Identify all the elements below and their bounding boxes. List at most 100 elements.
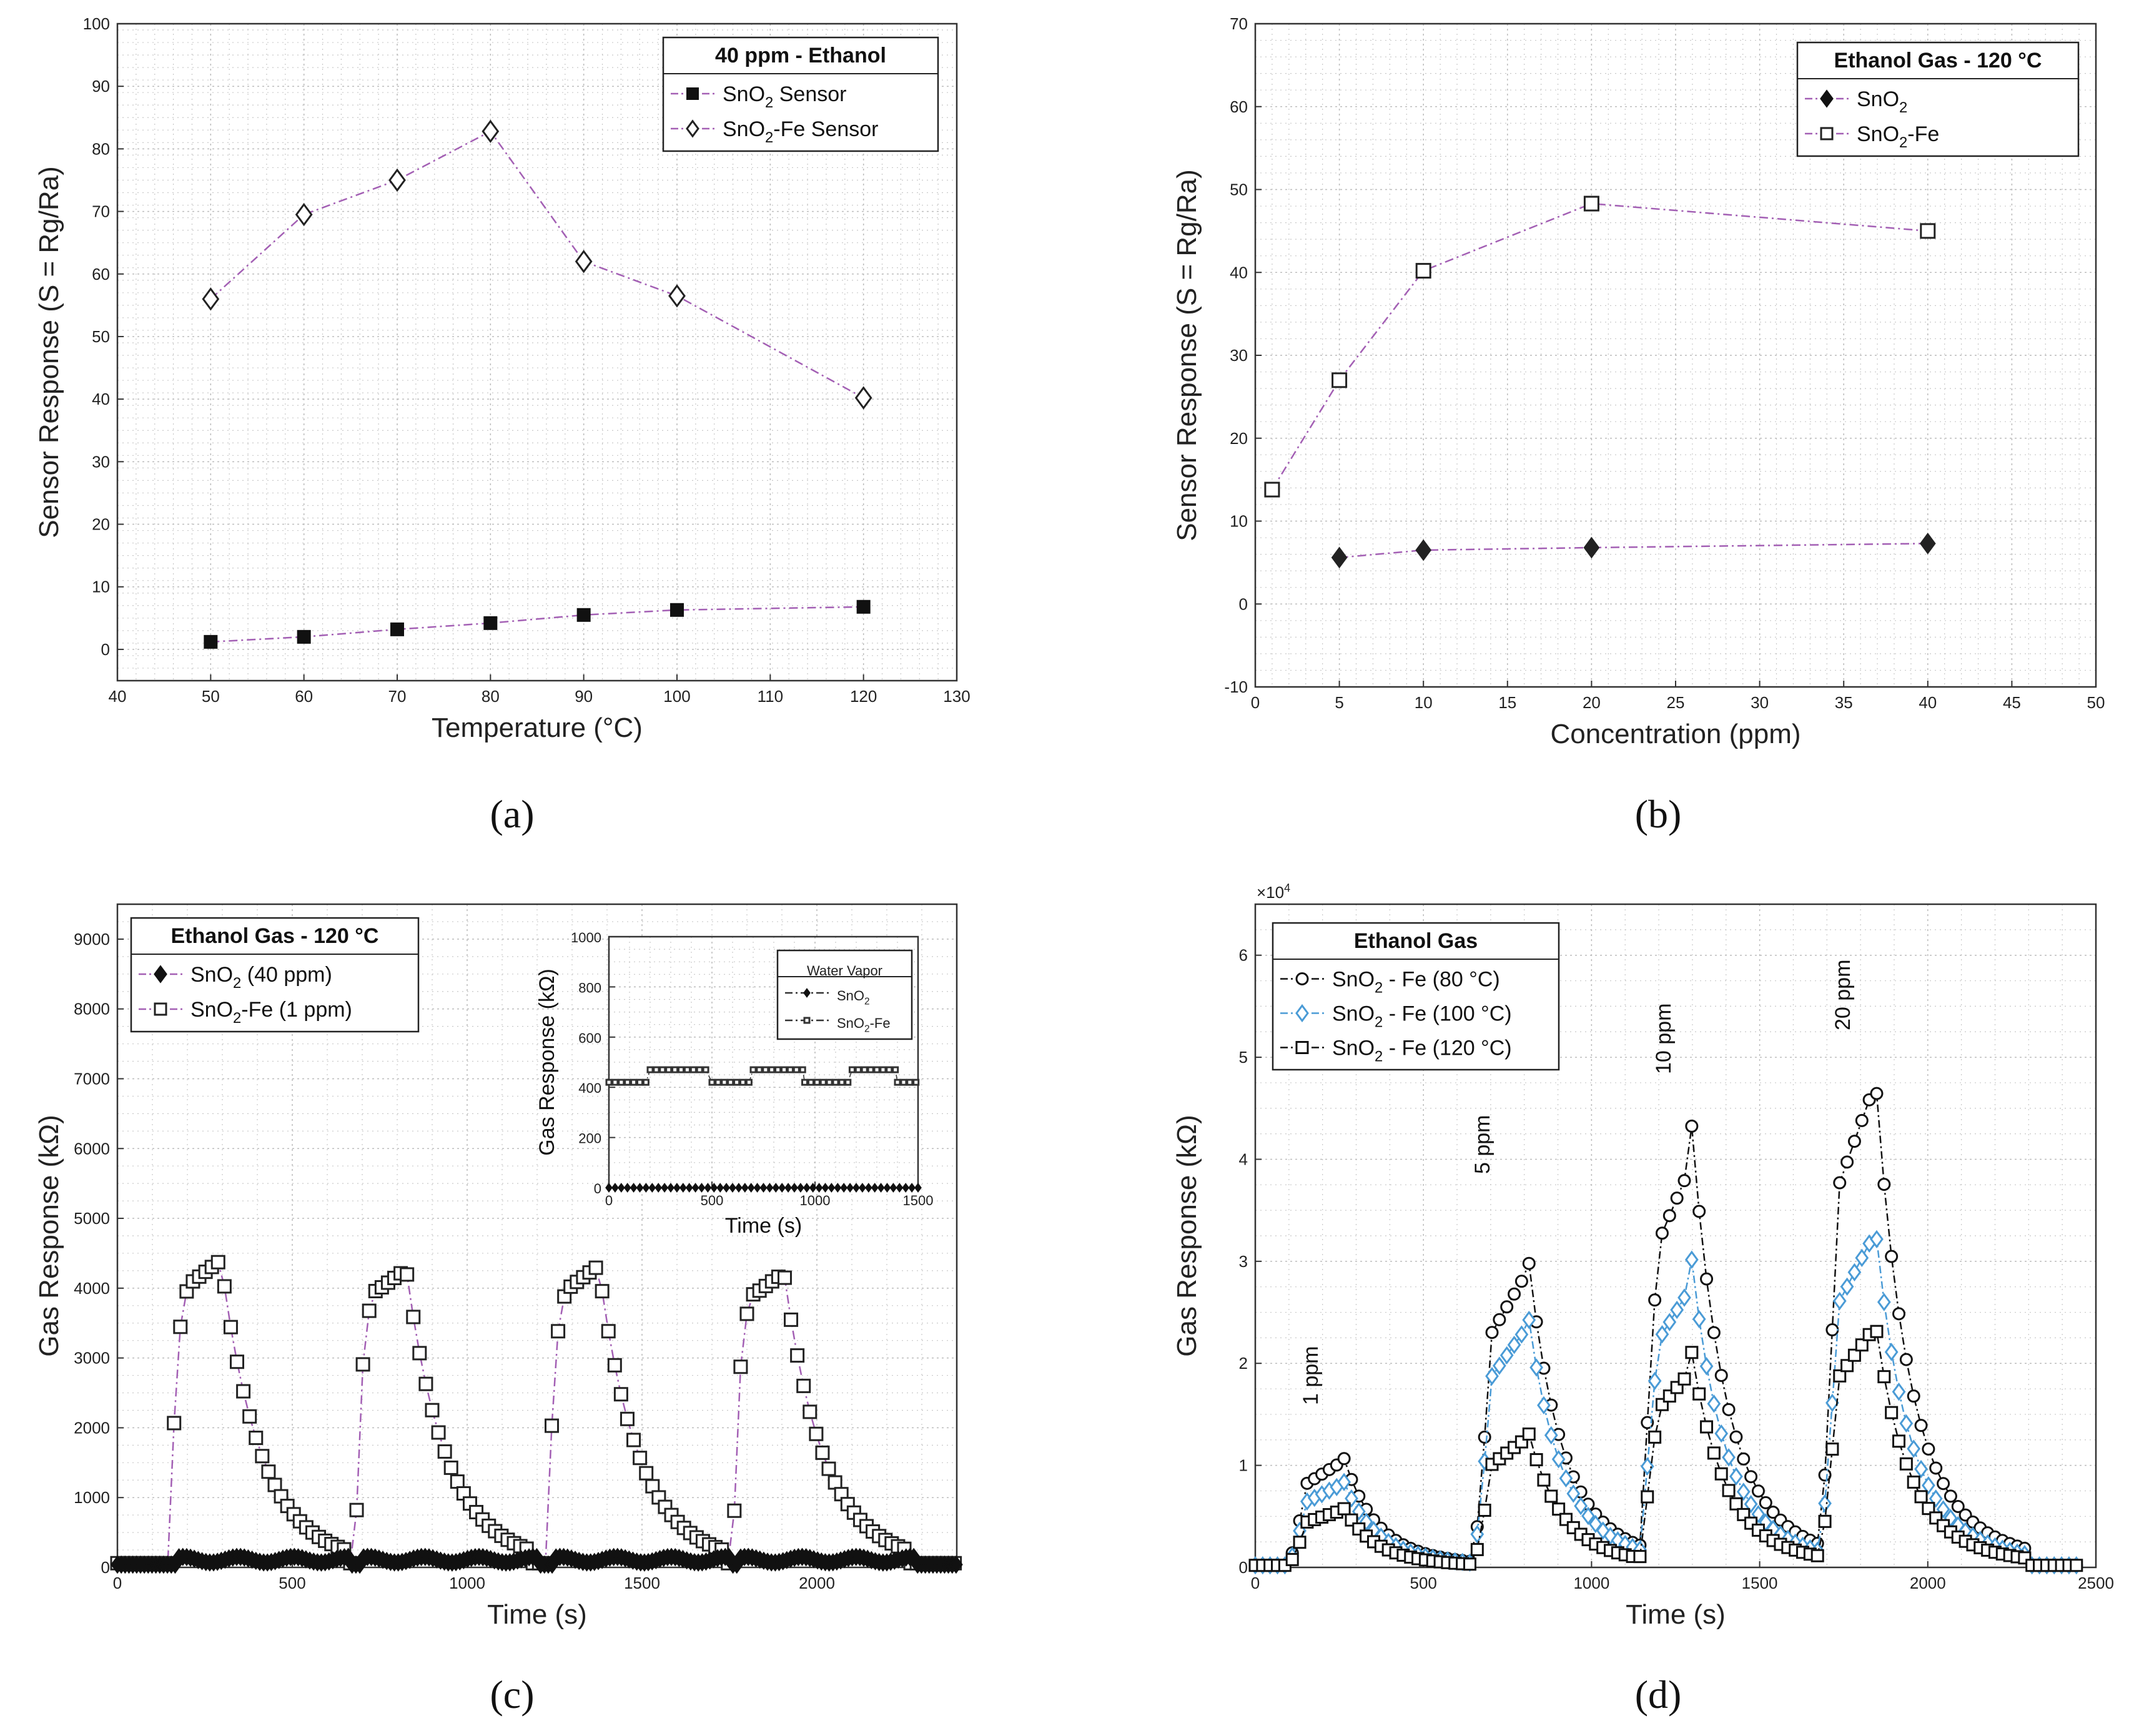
legend-marker: [1295, 1004, 1309, 1023]
inset-point: [914, 1183, 922, 1193]
data-point: [1478, 1504, 1491, 1517]
inset-point: [716, 1183, 724, 1193]
x-tick-label: 0: [605, 1193, 613, 1208]
y-tick-label: 90: [92, 77, 110, 96]
inset-point: [636, 1183, 644, 1193]
data-point: [601, 1324, 616, 1339]
data-point: [1670, 1300, 1684, 1319]
y-tick-label: 20: [92, 515, 110, 534]
data-point: [1514, 1325, 1529, 1344]
y-tick-label: 400: [578, 1080, 601, 1096]
data-point: [1670, 1191, 1684, 1205]
legend-title: Ethanol Gas: [1354, 929, 1478, 953]
inset-point: [714, 1078, 722, 1086]
inset-point: [618, 1078, 625, 1086]
data-point: [173, 1319, 188, 1334]
data-point: [803, 1404, 818, 1419]
data-point: [1914, 1419, 1928, 1433]
inset-point: [871, 1183, 879, 1193]
data-point: [633, 1451, 648, 1466]
data-point: [236, 1384, 251, 1399]
data-point: [1907, 1475, 1920, 1489]
legend-item-label: SnO2 Sensor: [723, 82, 846, 111]
panel-label-d: (d): [1635, 1672, 1682, 1717]
inset-point: [889, 1183, 897, 1193]
y-tick-label: 60: [92, 265, 110, 284]
data-point: [1922, 1476, 1935, 1495]
data-point: [727, 1503, 742, 1518]
inset-point: [815, 1183, 823, 1193]
inset-point: [753, 1183, 761, 1193]
data-point: [1744, 1495, 1758, 1514]
x-tick-label: 70: [388, 687, 407, 706]
inset-point: [630, 1183, 638, 1193]
inset-point: [906, 1078, 914, 1086]
y-tick-label: 0: [1239, 594, 1248, 613]
data-point: [1885, 1250, 1899, 1263]
legend-box: [1272, 922, 1560, 1071]
data-point: [1877, 1293, 1891, 1311]
legend-box: [776, 949, 913, 1040]
legend-marker: [1820, 127, 1834, 141]
data-point: [1892, 1383, 1906, 1401]
data-point: [1566, 1484, 1581, 1503]
data-point: [576, 608, 591, 622]
inset-point: [749, 1066, 757, 1073]
y-tick-label: 40: [92, 390, 110, 408]
y-tick-label: 5: [1239, 1048, 1248, 1067]
x-tick-label: 30: [1751, 693, 1769, 712]
inset-point: [624, 1078, 631, 1086]
data-point: [1544, 1489, 1558, 1503]
inset-point: [821, 1183, 829, 1193]
y-axis-label: Gas Response (kΩ): [535, 969, 559, 1155]
data-point: [1285, 1552, 1299, 1566]
data-point: [1707, 1394, 1721, 1413]
data-point: [551, 1324, 566, 1339]
inset-point: [685, 1183, 693, 1193]
inset-point: [745, 1078, 753, 1086]
data-point: [1581, 1506, 1595, 1526]
inset-point: [762, 1066, 769, 1073]
data-point: [388, 168, 406, 192]
inset-point: [636, 1078, 643, 1086]
x-tick-label: 25: [1667, 693, 1685, 712]
legend-title: 40 ppm - Ethanol: [715, 44, 886, 67]
inset-point: [784, 1183, 792, 1193]
data-point: [482, 119, 500, 144]
data-point: [1677, 1174, 1691, 1188]
y-tick-label: 60: [1230, 97, 1248, 116]
data-point: [1293, 1536, 1307, 1549]
data-point: [1337, 1472, 1351, 1492]
legend-box: [130, 917, 420, 1033]
inset-point: [912, 1078, 920, 1086]
legend-box: [1796, 41, 2080, 157]
data-point: [1919, 532, 1936, 555]
inset-point: [759, 1183, 768, 1193]
x-tick-label: 15: [1498, 693, 1516, 712]
data-point: [1499, 1346, 1514, 1365]
inset-point: [704, 1183, 712, 1193]
data-point: [1818, 1514, 1832, 1528]
data-point: [1331, 372, 1348, 388]
data-point: [1529, 1453, 1543, 1467]
data-point: [1870, 1230, 1884, 1249]
inset-point: [756, 1066, 763, 1073]
y-tick-label: 8000: [74, 1000, 110, 1018]
legend-marker: [1295, 1041, 1309, 1054]
legend-marker: [803, 1017, 811, 1024]
x-tick-label: 20: [1583, 693, 1601, 712]
data-point: [854, 386, 872, 410]
y-tick-label: 30: [1230, 346, 1248, 365]
data-point: [1885, 1406, 1899, 1419]
data-point: [575, 250, 593, 274]
inset-point: [673, 1183, 681, 1193]
data-point: [1914, 1490, 1928, 1504]
data-point: [2070, 1559, 2083, 1572]
data-point: [1662, 1209, 1676, 1223]
x-tick-label: 10: [1415, 693, 1433, 712]
x-axis-label: Concentration (ppm): [1550, 719, 1801, 749]
data-point: [545, 1418, 560, 1433]
inset-point: [827, 1183, 836, 1193]
data-point: [1707, 1326, 1721, 1339]
inset-point: [896, 1183, 904, 1193]
